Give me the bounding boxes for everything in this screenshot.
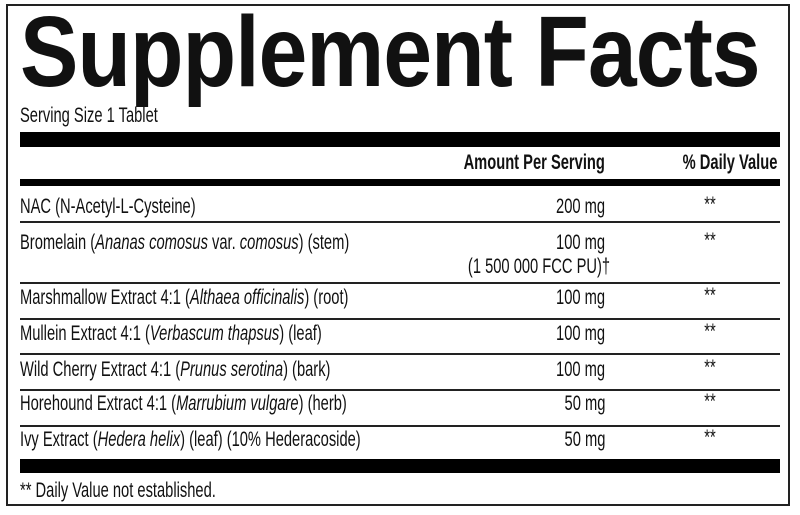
serving-size: Serving Size 1 Tablet bbox=[20, 104, 158, 127]
latin-name: Althaea officinalis bbox=[189, 286, 305, 309]
name-text: ) (root) bbox=[304, 286, 349, 309]
ingredient-daily-value: ** bbox=[704, 320, 716, 343]
name-text: Bromelain ( bbox=[20, 231, 96, 254]
name-text: ) (leaf) bbox=[279, 322, 322, 345]
name-text: var. bbox=[207, 231, 240, 254]
ingredient-amount: 50 mg bbox=[564, 428, 605, 451]
ingredient-amount: 50 mg bbox=[564, 392, 605, 415]
ingredient-name: Horehound Extract 4:1 (Marrubium vulgare… bbox=[20, 392, 347, 416]
row-divider bbox=[20, 282, 780, 284]
name-text: ) (bark) bbox=[283, 358, 331, 381]
name-text: ) (stem) bbox=[298, 231, 350, 254]
ingredient-amount: 100 mg bbox=[555, 231, 605, 254]
medium-divider bbox=[20, 179, 780, 186]
latin-name: comosus bbox=[239, 231, 299, 254]
row-divider bbox=[20, 425, 780, 427]
row-divider bbox=[20, 353, 780, 355]
latin-name: Ananas comosus bbox=[95, 231, 208, 254]
supplement-facts-panel bbox=[6, 4, 790, 506]
ingredient-daily-value: ** bbox=[704, 284, 716, 307]
ingredient-name: Wild Cherry Extract 4:1 (Prunus serotina… bbox=[20, 358, 330, 382]
ingredient-name: NAC (N-Acetyl-L-Cysteine) bbox=[20, 195, 196, 219]
name-text: ) (herb) bbox=[298, 392, 347, 415]
ingredient-amount: 100 mg bbox=[555, 286, 605, 309]
footnote: ** Daily Value not established. bbox=[20, 479, 216, 502]
latin-name: Marrubium vulgare bbox=[176, 392, 299, 415]
latin-name: Prunus serotina bbox=[180, 358, 284, 381]
ingredient-daily-value: ** bbox=[704, 390, 716, 413]
name-text: Mullein Extract 4:1 ( bbox=[20, 322, 150, 345]
thick-divider-bottom bbox=[20, 459, 780, 473]
daily-value-header: % Daily Value bbox=[682, 151, 777, 174]
amount-header: Amount Per Serving bbox=[463, 151, 605, 174]
row-divider bbox=[20, 221, 780, 223]
name-text: Marshmallow Extract 4:1 ( bbox=[20, 286, 190, 309]
ingredient-daily-value: ** bbox=[704, 426, 716, 449]
ingredient-name: Marshmallow Extract 4:1 (Althaea officin… bbox=[20, 286, 348, 310]
latin-name: Verbascum thapsus bbox=[149, 322, 280, 345]
ingredient-daily-value: ** bbox=[704, 229, 716, 252]
panel-title: Supplement Facts bbox=[20, 0, 760, 108]
ingredient-daily-value: ** bbox=[704, 356, 716, 379]
name-text: ) (leaf) (10% Hederacoside) bbox=[180, 428, 361, 451]
name-text: Horehound Extract 4:1 ( bbox=[20, 392, 177, 415]
ingredient-name: Ivy Extract (Hedera helix) (leaf) (10% H… bbox=[20, 428, 361, 452]
ingredient-amount: 100 mg bbox=[555, 358, 605, 381]
row-divider bbox=[20, 318, 780, 320]
ingredient-daily-value: ** bbox=[704, 193, 716, 216]
amount-note: (1 500 000 FCC PU)† bbox=[467, 255, 610, 278]
latin-name: Hedera helix bbox=[97, 428, 181, 451]
ingredient-amount: 200 mg bbox=[555, 195, 605, 218]
ingredient-amount: 100 mg bbox=[555, 322, 605, 345]
ingredient-name: Mullein Extract 4:1 (Verbascum thapsus) … bbox=[20, 322, 322, 346]
thick-divider bbox=[20, 132, 780, 147]
row-divider bbox=[20, 389, 780, 391]
name-text: Ivy Extract ( bbox=[20, 428, 98, 451]
name-text: Wild Cherry Extract 4:1 ( bbox=[20, 358, 181, 381]
ingredient-name: Bromelain (Ananas comosus var. comosus) … bbox=[20, 231, 349, 255]
name-text: NAC (N-Acetyl-L-Cysteine) bbox=[20, 195, 196, 218]
